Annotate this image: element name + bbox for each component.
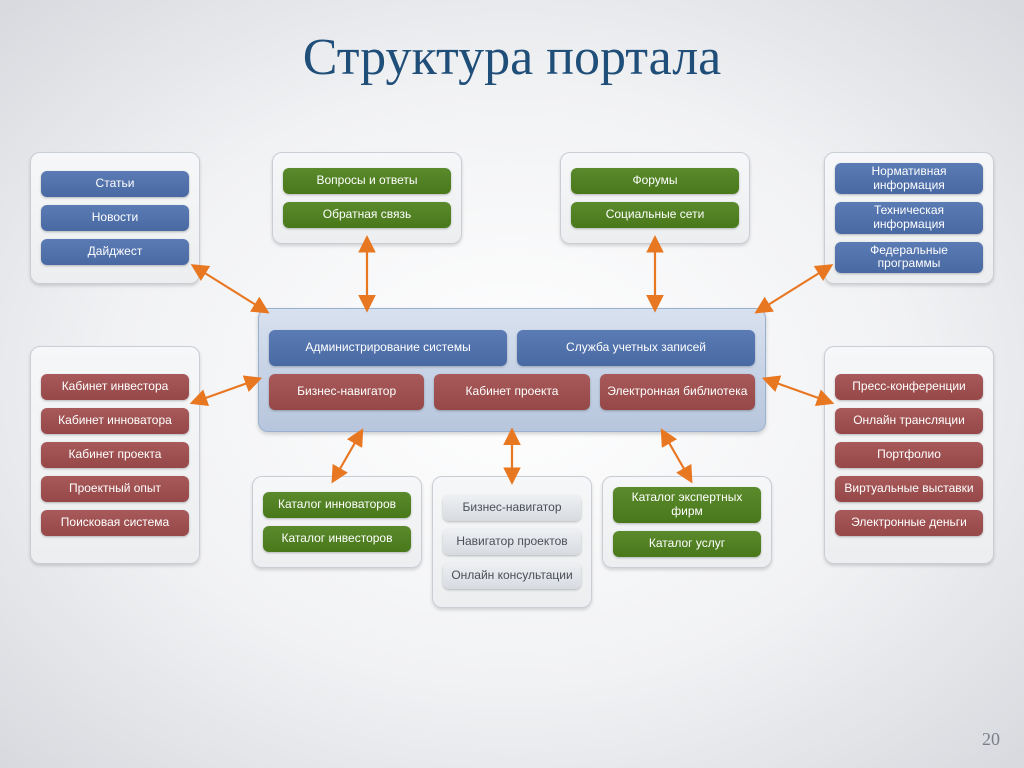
panel-bot_3: Каталог экспертных фирм Каталог услуг — [602, 476, 772, 568]
arrow-4 — [200, 380, 256, 400]
chip-top_right-2: Федеральные программы — [835, 242, 983, 273]
page-number: 20 — [982, 729, 1000, 750]
chip-center-1-0: Бизнес-навигатор — [269, 374, 424, 410]
arrow-8 — [664, 434, 687, 474]
chip-mid_right-1: Онлайн трансляции — [835, 408, 983, 434]
page-title: Структура портала — [0, 28, 1024, 87]
chip-top_mid1-1: Обратная связь — [283, 202, 451, 228]
panel-top_mid2: Форумы Социальные сети — [560, 152, 750, 244]
chip-bot_2-1: Навигатор проектов — [443, 529, 581, 555]
chip-center-1-1: Кабинет проекта — [434, 374, 589, 410]
chip-center-1-2: Электронная библиотека — [600, 374, 755, 410]
panel-center: Администрирование системы Служба учетных … — [258, 308, 766, 432]
panel-mid_right: Пресс-конференции Онлайн трансляции Портфо… — [824, 346, 994, 564]
chip-bot_3-1: Каталог услуг — [613, 531, 761, 557]
chip-top_left-0: Статьи — [41, 171, 189, 197]
chip-bot_1-0: Каталог инноваторов — [263, 492, 411, 518]
chip-mid_left-4: Поисковая система — [41, 510, 189, 536]
chip-mid_left-2: Кабинет проекта — [41, 442, 189, 468]
chip-top_right-0: Нормативная информация — [835, 163, 983, 194]
chip-mid_left-1: Кабинет инноватора — [41, 408, 189, 434]
chip-mid_right-4: Электронные деньги — [835, 510, 983, 536]
chip-top_mid2-0: Форумы — [571, 168, 739, 194]
chip-top_left-1: Новости — [41, 205, 189, 231]
arrow-3 — [760, 270, 824, 310]
chip-mid_right-0: Пресс-конференции — [835, 374, 983, 400]
panel-bot_1: Каталог инноваторов Каталог инвесторов — [252, 476, 422, 568]
panel-bot_2: Бизнес-навигатор Навигатор проектов Онлайн… — [432, 476, 592, 608]
chip-mid_right-3: Виртуальные выставки — [835, 476, 983, 502]
chip-mid_left-0: Кабинет инвестора — [41, 374, 189, 400]
chip-top_right-1: Техническая информация — [835, 202, 983, 233]
panel-top_mid1: Вопросы и ответы Обратная связь — [272, 152, 462, 244]
chip-center-0-1: Служба учетных записей — [517, 330, 755, 366]
chip-top_mid2-1: Социальные сети — [571, 202, 739, 228]
chip-bot_2-2: Онлайн консультации — [443, 563, 581, 589]
panel-mid_left: Кабинет инвестора Кабинет инноватора Кабин… — [30, 346, 200, 564]
chip-center-0-0: Администрирование системы — [269, 330, 507, 366]
arrow-5 — [768, 380, 824, 400]
arrow-6 — [337, 434, 360, 474]
chip-top_left-2: Дайджест — [41, 239, 189, 265]
chip-bot_2-0: Бизнес-навигатор — [443, 495, 581, 521]
chip-mid_right-2: Портфолио — [835, 442, 983, 468]
panel-top_right: Нормативная информация Техническая информ… — [824, 152, 994, 284]
chip-top_mid1-0: Вопросы и ответы — [283, 168, 451, 194]
chip-bot_3-0: Каталог экспертных фирм — [613, 487, 761, 523]
chip-mid_left-3: Проектный опыт — [41, 476, 189, 502]
panel-top_left: Статьи Новости Дайджест — [30, 152, 200, 284]
chip-bot_1-1: Каталог инвесторов — [263, 526, 411, 552]
arrow-0 — [200, 270, 264, 310]
